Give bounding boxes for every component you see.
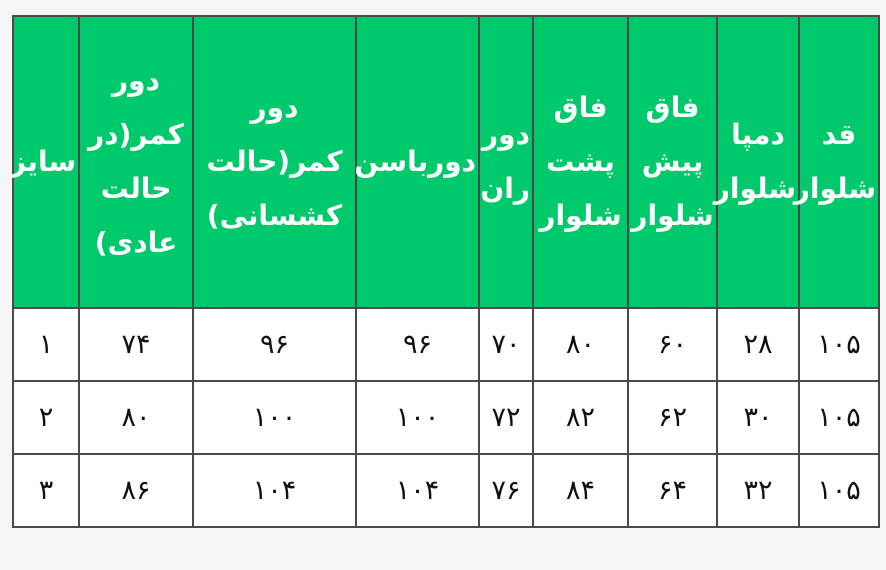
table-cell: ۶۰ (627, 307, 718, 382)
table-cell: ۲ (12, 380, 80, 455)
header-pants-length: قد شلوار (794, 15, 880, 309)
header-size: سایز (10, 15, 80, 309)
table-cell: ۸۰ (78, 380, 194, 455)
table-cell: ۸۶ (78, 453, 194, 528)
table-cell: ۷۶ (478, 453, 534, 528)
table-cell: ۷۴ (78, 307, 194, 382)
header-row: قد شلوار دمپا شلوار فاق پیش شلوار فاق پش… (10, 15, 880, 309)
header-waist-normal: دور کمر(در حالت عادی) (78, 15, 194, 309)
table-cell: ۱۰۵ (798, 380, 880, 455)
header-waist-stretched: دور کمر(حالت کشسانی) (192, 15, 357, 309)
table-cell: ۶۲ (627, 380, 718, 455)
table-cell: ۱۰۰ (355, 380, 480, 455)
table-cell: ۳ (12, 453, 80, 528)
table-row: ۱۰۵ ۳۲ ۶۴ ۸۴ ۷۶ ۱۰۴ ۱۰۴ ۸۶ ۳ (12, 453, 880, 528)
header-hip: دورباسن (354, 15, 480, 309)
header-hem-width: دمپا شلوار (714, 15, 800, 309)
table-cell: ۸۰ (532, 307, 629, 382)
table-cell: ۱ (12, 307, 80, 382)
table-cell: ۸۲ (532, 380, 629, 455)
size-chart-table: قد شلوار دمپا شلوار فاق پیش شلوار فاق پش… (10, 15, 880, 528)
table-cell: ۹۶ (355, 307, 480, 382)
table-cell: ۱۰۴ (355, 453, 480, 528)
table-cell: ۲۸ (716, 307, 800, 382)
table-cell: ۹۶ (192, 307, 357, 382)
table-cell: ۱۰۵ (798, 453, 880, 528)
table-row: ۱۰۵ ۳۰ ۶۲ ۸۲ ۷۲ ۱۰۰ ۱۰۰ ۸۰ ۲ (12, 380, 880, 455)
header-thigh: دور ران (478, 15, 534, 309)
table-cell: ۳۰ (716, 380, 800, 455)
header-front-rise: فاق پیش شلوار (627, 15, 718, 309)
table-cell: ۱۰۴ (192, 453, 357, 528)
header-back-rise: فاق پشت شلوار (532, 15, 629, 309)
table-row: ۱۰۵ ۲۸ ۶۰ ۸۰ ۷۰ ۹۶ ۹۶ ۷۴ ۱ (12, 307, 880, 382)
table-cell: ۱۰۰ (192, 380, 357, 455)
table-cell: ۸۴ (532, 453, 629, 528)
table-cell: ۳۲ (716, 453, 800, 528)
table-cell: ۶۴ (627, 453, 718, 528)
table-cell: ۷۲ (478, 380, 534, 455)
table-cell: ۷۰ (478, 307, 534, 382)
table-cell: ۱۰۵ (798, 307, 880, 382)
